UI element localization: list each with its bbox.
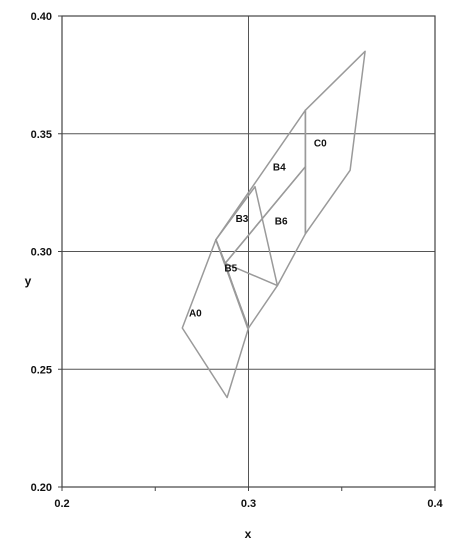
tick-marks — [58, 15, 436, 491]
region-b6-label: B6 — [275, 216, 288, 227]
grid-lines — [62, 16, 435, 487]
region-c0-label: C0 — [314, 139, 327, 150]
y-tick-labels: 0.20 0.25 0.30 0.35 0.40 — [31, 11, 52, 494]
region-a0-label: A0 — [189, 308, 202, 319]
x-tick-label: 0.2 — [54, 498, 69, 510]
region-b3-outline — [215, 185, 279, 329]
x-tick-label: 0.4 — [427, 498, 443, 510]
region-b5-label: B5 — [224, 264, 237, 275]
y-tick-label: 0.35 — [31, 129, 52, 141]
region-c0-outline — [304, 50, 366, 235]
region-labels: A0 B5 B3 B6 B4 C0 — [189, 139, 327, 320]
region-b6-outline — [224, 165, 307, 287]
y-tick-label: 0.30 — [31, 247, 52, 259]
y-tick-label: 0.25 — [31, 364, 52, 376]
x-tick-label: 0.3 — [241, 498, 256, 510]
y-axis-title: y — [25, 274, 32, 288]
x-axis-title: x — [245, 527, 252, 541]
x-tick-labels: 0.2 0.3 0.4 — [54, 498, 443, 510]
region-b3-label: B3 — [236, 214, 249, 225]
chromaticity-regions — [181, 50, 366, 399]
region-b4-label: B4 — [273, 162, 286, 173]
y-tick-label: 0.20 — [31, 482, 52, 494]
region-b4-outline — [215, 109, 307, 265]
y-tick-label: 0.40 — [31, 11, 52, 23]
